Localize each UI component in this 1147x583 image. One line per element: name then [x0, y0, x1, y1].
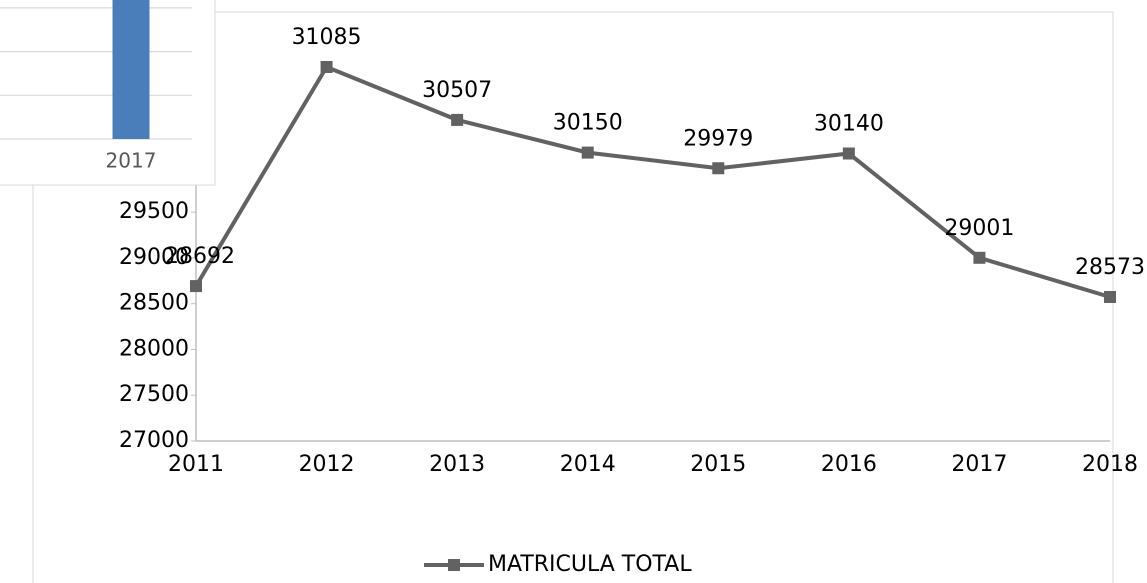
x-tick-label: 2014	[560, 452, 616, 477]
plot: 27000 27500 28000 28500 29000 29500 2011 2012 20…	[119, 25, 1145, 577]
data-label: 29001	[944, 216, 1014, 241]
data-label: 28692	[165, 244, 235, 269]
bar	[112, 0, 150, 140]
marker	[451, 113, 464, 126]
x-tick-label: 2011	[168, 452, 224, 477]
y-tick-label: 29500	[119, 199, 189, 224]
x-tick-label: 2012	[299, 452, 355, 477]
data-label: 28573	[1075, 255, 1145, 280]
x-tick-label: 2015	[690, 452, 746, 477]
marker	[581, 146, 594, 159]
marker	[190, 280, 202, 293]
data-label: 30140	[814, 112, 884, 137]
data-label: 31085	[292, 25, 362, 50]
data-label: 30507	[422, 78, 492, 103]
x-tick-label: 2017	[951, 452, 1007, 477]
series-line	[194, 64, 1111, 299]
x-tick-label: 2017	[106, 149, 157, 173]
legend-label: MATRICULA TOTAL	[488, 552, 692, 577]
marker	[320, 60, 333, 73]
y-tick-label: 27000	[119, 428, 189, 453]
data-label: 29979	[683, 126, 753, 151]
x-tick-label: 2013	[429, 452, 485, 477]
y-tick-label: 27500	[119, 382, 189, 407]
data-label: 30150	[553, 111, 623, 136]
inset-frame	[0, 0, 216, 186]
y-tick-label: 28500	[119, 291, 189, 316]
x-tick-label: 2016	[821, 452, 877, 477]
y-tick-label: 28000	[119, 336, 189, 361]
marker	[973, 251, 986, 264]
marker	[842, 147, 855, 160]
x-tick-label: 2018	[1082, 452, 1138, 477]
y-tick-label: 29000	[119, 245, 189, 270]
marker	[1104, 290, 1116, 303]
legend-marker	[448, 559, 460, 571]
marker	[712, 162, 725, 175]
